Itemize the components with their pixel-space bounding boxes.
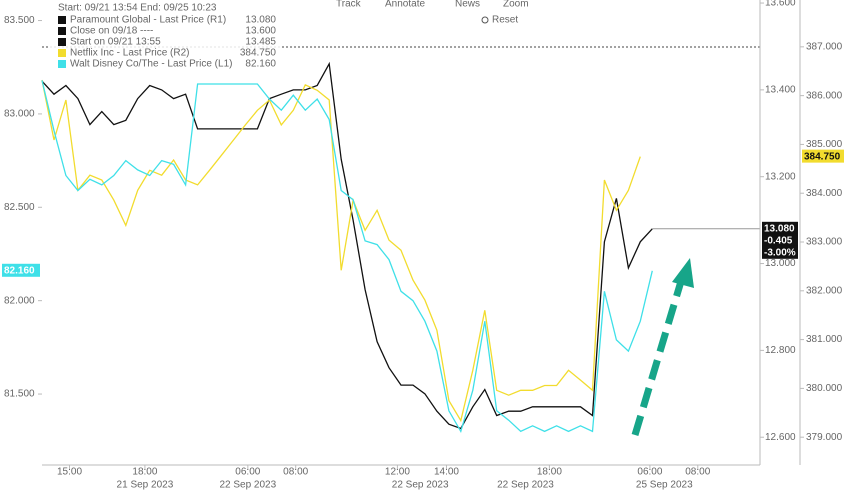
y3-tick-label: 382.000 bbox=[806, 285, 843, 296]
value-box bbox=[762, 233, 798, 247]
menu-item[interactable]: Zoom bbox=[503, 0, 529, 10]
legend-value: 13.080 bbox=[245, 15, 276, 26]
legend-swatch bbox=[58, 27, 66, 35]
legend-label: Netflix Inc - Last Price (R2) bbox=[70, 48, 189, 59]
value-box-label: -3.00% bbox=[764, 247, 796, 258]
y2-tick-label: 12.600 bbox=[765, 432, 796, 443]
menu-item[interactable]: News bbox=[455, 0, 480, 10]
y2-tick-label: 13.000 bbox=[765, 258, 796, 269]
x-group-label: 25 Sep 2023 bbox=[636, 480, 693, 491]
menu-item[interactable]: Track bbox=[336, 0, 362, 10]
legend-label: Paramount Global - Last Price (R1) bbox=[70, 15, 226, 26]
legend-swatch bbox=[58, 49, 66, 57]
x-tick-label: 12:00 bbox=[385, 467, 410, 478]
value-box bbox=[762, 221, 798, 235]
y3-tick-label: 387.000 bbox=[806, 41, 843, 52]
y3-tick-label: 380.000 bbox=[806, 383, 843, 394]
value-box-label: 13.080 bbox=[764, 223, 795, 234]
reset-icon bbox=[481, 16, 489, 24]
x-tick-label: 18:00 bbox=[537, 467, 562, 478]
y3-tick-label: 383.000 bbox=[806, 237, 843, 248]
legend-swatch bbox=[58, 38, 66, 46]
x-group-label: 21 Sep 2023 bbox=[117, 480, 174, 491]
legend-bg bbox=[50, 1, 280, 75]
y3-tick-label: 386.000 bbox=[806, 90, 843, 101]
y3-tick-label: 379.000 bbox=[806, 432, 843, 443]
arrow-head bbox=[672, 258, 694, 288]
value-box-label: 82.160 bbox=[4, 265, 35, 276]
legend-value: 13.600 bbox=[245, 26, 276, 37]
y2-tick-label: 13.600 bbox=[765, 0, 796, 9]
value-box bbox=[762, 245, 798, 259]
x-tick-label: 08:00 bbox=[685, 467, 710, 478]
y-tick-label: 83.000 bbox=[4, 109, 35, 120]
value-box-label: -0.405 bbox=[764, 235, 793, 246]
x-tick-label: 08:00 bbox=[283, 467, 308, 478]
legend-value: 13.485 bbox=[245, 37, 276, 48]
legend-label: Walt Disney Co/The - Last Price (L1) bbox=[70, 59, 232, 70]
y2-tick-label: 13.400 bbox=[765, 85, 796, 96]
legend-swatch bbox=[58, 60, 66, 68]
value-box bbox=[2, 263, 40, 277]
legend-value: 384.750 bbox=[240, 48, 277, 59]
legend-swatch bbox=[58, 16, 66, 24]
series-line bbox=[41, 61, 653, 430]
menu-item[interactable]: Annotate bbox=[385, 0, 425, 10]
y-tick-label: 82.000 bbox=[4, 295, 35, 306]
legend: Track Annotate News Zoom Reset Start: 09/21 1… bbox=[50, 0, 529, 75]
y-tick-label: 81.500 bbox=[4, 389, 35, 400]
y3-tick-label: 381.000 bbox=[806, 334, 843, 345]
x-tick-label: 14:00 bbox=[434, 467, 459, 478]
trend-arrow bbox=[631, 258, 694, 437]
plot-area bbox=[41, 61, 760, 434]
menu-item[interactable]: Reset bbox=[492, 15, 518, 26]
y-tick-label: 83.500 bbox=[4, 15, 35, 26]
x-group-label: 22 Sep 2023 bbox=[497, 480, 554, 491]
series-line bbox=[41, 80, 653, 434]
legend-range: Start: 09/21 13:54 End: 09/25 10:23 bbox=[58, 3, 217, 14]
y3-tick-label: 385.000 bbox=[806, 139, 843, 150]
x-group-label: 22 Sep 2023 bbox=[392, 480, 449, 491]
x-tick-label: 18:00 bbox=[132, 467, 157, 478]
y2-tick-label: 13.200 bbox=[765, 171, 796, 182]
value-box-label: 384.750 bbox=[804, 151, 841, 162]
legend-value: 82.160 bbox=[245, 59, 276, 70]
legend-label: Close on 09/18 ---- bbox=[70, 26, 153, 37]
x-group-label: 22 Sep 2023 bbox=[219, 480, 276, 491]
value-box bbox=[802, 149, 844, 163]
x-tick-label: 06:00 bbox=[235, 467, 260, 478]
y3-tick-label: 384.000 bbox=[806, 188, 843, 199]
x-tick-label: 15:00 bbox=[57, 467, 82, 478]
x-tick-label: 06:00 bbox=[637, 467, 662, 478]
legend-label: Start on 09/21 13:55 bbox=[70, 37, 161, 48]
y-tick-label: 82.500 bbox=[4, 202, 35, 213]
y2-tick-label: 12.800 bbox=[765, 345, 796, 356]
series-line bbox=[41, 79, 641, 423]
